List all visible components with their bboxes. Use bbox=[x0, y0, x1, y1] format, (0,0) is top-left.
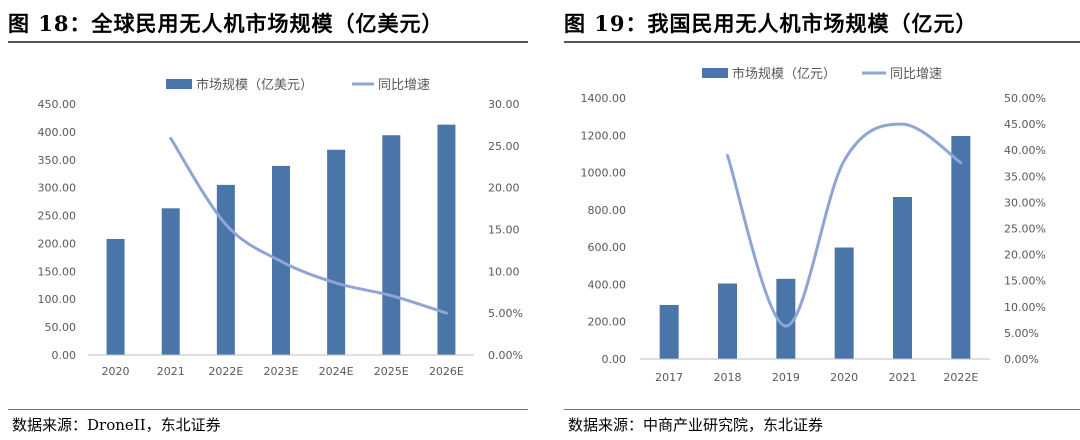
right-axis-tick-label: 50.00% bbox=[1004, 92, 1046, 105]
x-axis-tick-label: 2021 bbox=[157, 365, 185, 378]
left-axis-tick-label: 400.00 bbox=[38, 126, 77, 139]
right-axis-tick-label: 0.00% bbox=[488, 349, 523, 362]
left-axis-tick-label: 50.00 bbox=[45, 321, 77, 334]
china-drone-market-chart: 市场规模（亿元） 同比增速 0.00 200.00 400.00 600.00 800.00… bbox=[581, 66, 1046, 384]
bar-2017 bbox=[659, 304, 679, 359]
global-drone-market-chart: 市场规模（亿美元） 同比增速 0.00 50.00 100.00 150.00 200.00… bbox=[38, 77, 523, 378]
bar-2018 bbox=[718, 283, 737, 359]
bar-2021 bbox=[161, 208, 180, 355]
legend-line-label: 同比增速 bbox=[378, 78, 430, 93]
right-axis-tick-label: 40.00% bbox=[1004, 144, 1046, 157]
bar-2026E bbox=[437, 124, 456, 355]
right-axis-tick-label: 20.00% bbox=[1004, 249, 1046, 262]
figure-19-source: 数据来源：中商产业研究院，东北证券 bbox=[568, 416, 824, 434]
bar-2022E bbox=[951, 136, 971, 359]
right-axis-tick-label: 15.00% bbox=[1004, 275, 1046, 288]
right-axis-tick-label: 10.00 bbox=[488, 265, 520, 278]
left-axis-tick-label: 450.00 bbox=[38, 98, 77, 111]
x-axis-tick-label: 2022E bbox=[943, 371, 978, 384]
left-axis-tick-label: 1400.00 bbox=[581, 92, 627, 105]
right-axis-tick-label: 35.00% bbox=[1004, 170, 1046, 183]
figure-19-top-rule bbox=[564, 41, 1080, 43]
left-axis-tick-label: 1000.00 bbox=[581, 167, 627, 180]
left-axis-tick-label: 350.00 bbox=[38, 154, 77, 167]
left-axis-tick-label: 0.00 bbox=[602, 353, 627, 366]
bar-2020 bbox=[106, 238, 125, 355]
x-axis-tick-label: 2020 bbox=[102, 365, 130, 378]
x-axis-tick-label: 2020 bbox=[830, 371, 858, 384]
left-axis-tick-label: 800.00 bbox=[588, 204, 627, 217]
x-axis-tick-label: 2023E bbox=[264, 365, 299, 378]
growth-rate-line bbox=[169, 136, 448, 315]
right-axis-tick-label: 30.00% bbox=[1004, 196, 1046, 209]
legend-bar-swatch bbox=[702, 68, 728, 78]
bar-2025E bbox=[382, 135, 401, 355]
right-axis-tick-label: 5.00% bbox=[488, 307, 523, 320]
figure-18-bottom-rule bbox=[8, 409, 528, 410]
left-axis-tick-label: 600.00 bbox=[588, 241, 627, 254]
right-axis-tick-label: 25.00% bbox=[1004, 223, 1046, 236]
left-axis-tick-label: 250.00 bbox=[38, 210, 77, 223]
right-axis-tick-label: 5.00% bbox=[1004, 327, 1039, 340]
figure-19-panel: 图 19：我国民用无人机市场规模（亿元） 市场规模（亿元） 同比增速 0.00 200… bbox=[556, 0, 1080, 440]
figure-18-panel: 图 18：全球民用无人机市场规模（亿美元） 市场规模（亿美元） 同比增速 0.00 5… bbox=[0, 0, 528, 440]
right-axis-tick-label: 25.00 bbox=[488, 140, 520, 153]
left-axis-tick-label: 0.00 bbox=[52, 349, 77, 362]
x-axis-tick-label: 2022E bbox=[208, 365, 243, 378]
figure-19-bottom-rule bbox=[564, 409, 1080, 410]
left-axis-tick-label: 400.00 bbox=[588, 278, 627, 291]
right-axis-tick-label: 45.00% bbox=[1004, 118, 1046, 131]
legend-bar-label: 市场规模（亿元） bbox=[732, 66, 836, 82]
x-axis-tick-label: 2019 bbox=[772, 371, 800, 384]
x-axis-tick-label: 2021 bbox=[889, 371, 917, 384]
bar-2020 bbox=[834, 247, 854, 359]
x-axis-tick-label: 2017 bbox=[655, 371, 683, 384]
left-axis-tick-label: 200.00 bbox=[38, 237, 77, 250]
legend-line-label: 同比增速 bbox=[890, 67, 942, 82]
bar-2021 bbox=[893, 196, 912, 359]
legend-bar-swatch bbox=[166, 79, 192, 89]
growth-rate-line bbox=[726, 122, 963, 328]
right-axis-tick-label: 30.00 bbox=[488, 98, 520, 111]
right-axis-tick-label: 20.00 bbox=[488, 182, 520, 195]
right-axis-tick-label: 15.00 bbox=[488, 224, 520, 237]
right-axis-tick-label: 0.00% bbox=[1004, 353, 1039, 366]
figure-18-source: 数据来源：DroneII，东北证券 bbox=[12, 416, 221, 434]
bar-2022E bbox=[216, 184, 235, 355]
x-axis-tick-label: 2025E bbox=[374, 365, 409, 378]
figure-19-title: 图 19：我国民用无人机市场规模（亿元） bbox=[564, 11, 978, 36]
legend-bar-label: 市场规模（亿美元） bbox=[196, 77, 313, 93]
figure-18-top-rule bbox=[8, 41, 528, 43]
bar-2024E bbox=[327, 149, 346, 355]
bar-2019 bbox=[776, 278, 796, 359]
x-axis-tick-label: 2018 bbox=[714, 371, 742, 384]
left-axis-tick-label: 300.00 bbox=[38, 182, 77, 195]
x-axis-tick-label: 2024E bbox=[319, 365, 354, 378]
left-axis-tick-label: 100.00 bbox=[38, 293, 77, 306]
figure-18-title: 图 18：全球民用无人机市场规模（亿美元） bbox=[8, 11, 444, 36]
left-axis-tick-label: 200.00 bbox=[588, 316, 627, 329]
left-axis-tick-label: 150.00 bbox=[38, 265, 77, 278]
right-axis-tick-label: 10.00% bbox=[1004, 301, 1046, 314]
x-axis-tick-label: 2026E bbox=[429, 365, 464, 378]
left-axis-tick-label: 1200.00 bbox=[581, 129, 627, 142]
